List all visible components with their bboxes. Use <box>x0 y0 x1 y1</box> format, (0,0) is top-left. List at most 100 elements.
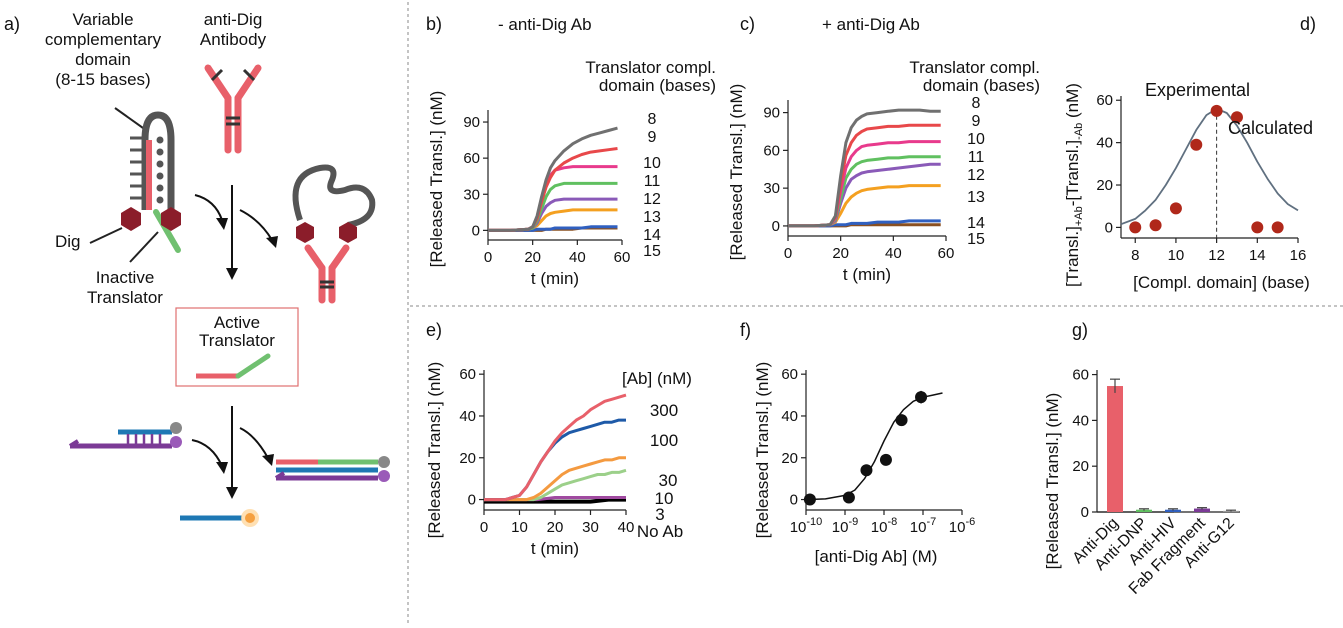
legend-label-9: 9 <box>648 129 657 146</box>
tick-exponent: -6 <box>965 516 975 528</box>
panel-a-letter: a) <box>4 14 20 34</box>
legend-title: domain (bases) <box>599 76 716 95</box>
panel-f-letter: f) <box>740 320 751 340</box>
panel-e-chart: e) 0 20 40 60 0 10 20 30 40 t (min) [Released Trans… <box>425 320 692 558</box>
legend-label-13: 13 <box>643 209 661 226</box>
legend-label-11: 11 <box>968 149 985 166</box>
x-tick-label: 0 <box>484 249 492 266</box>
y-tick-label: 90 <box>463 114 480 131</box>
x-tick-label: 10-10 <box>790 516 823 536</box>
x-axis-label: [anti-Dig Ab] (M) <box>815 547 938 566</box>
tick-base: 10 <box>949 519 966 536</box>
legend-label-10: 10 <box>643 155 661 172</box>
legend-label-10: 10 <box>655 489 674 508</box>
series-line-No Ab <box>484 497 626 504</box>
legend-label-15: 15 <box>967 231 985 248</box>
legend-label-8: 8 <box>972 95 981 112</box>
inactive-label-line2: Translator <box>87 288 163 307</box>
y-tick-label: 90 <box>763 105 780 122</box>
variable-label-line4: (8-15 bases) <box>55 70 150 89</box>
data-point <box>895 414 908 427</box>
series-line-14 <box>788 219 941 228</box>
experimental-point <box>1251 221 1264 234</box>
legend-title: domain (bases) <box>923 76 1040 95</box>
experimental-point <box>1271 221 1284 234</box>
x-axis-label: t (min) <box>843 265 891 284</box>
x-axis-label: [Compl. domain] (base) <box>1133 273 1310 292</box>
active-label-line2: Translator <box>199 331 275 350</box>
x-tick-label: 20 <box>524 249 541 266</box>
y-tick-label: 0 <box>468 492 476 509</box>
y-tick-label: 20 <box>1096 177 1113 194</box>
y-axis-label: [Released Transl.] (nM) <box>753 362 772 539</box>
legend-title: [Ab] (nM) <box>622 369 692 388</box>
legend-title: Translator compl. <box>909 58 1040 77</box>
legend-label-9: 9 <box>972 113 981 130</box>
y-axis-label-part: +Ab <box>1073 206 1085 226</box>
y-tick-label: 40 <box>459 408 476 425</box>
active-label-line1: Active <box>214 313 260 332</box>
dig-label: Dig <box>55 232 81 251</box>
legend-label-300: 300 <box>650 401 678 420</box>
x-tick-label: 10 <box>511 519 528 536</box>
x-tick-label: 40 <box>569 249 586 266</box>
series-line-10 <box>788 140 941 228</box>
x-tick-label: 10-9 <box>832 516 858 536</box>
x-tick-label: 30 <box>582 519 599 536</box>
y-axis-label-part: -Ab <box>1073 123 1085 140</box>
antibody-label-line1: anti-Dig <box>204 10 263 29</box>
y-axis-label-part: [Transl.] <box>1063 226 1082 287</box>
panel-d-letter: d) <box>1300 14 1316 34</box>
y-tick-label: 30 <box>763 180 780 197</box>
legend-label-8: 8 <box>648 111 657 128</box>
legend-label-13: 13 <box>967 189 985 206</box>
y-tick-label: 40 <box>1096 135 1113 152</box>
variable-label-line2: complementary <box>45 30 162 49</box>
experimental-point <box>1169 202 1182 215</box>
y-tick-label: 60 <box>1096 92 1113 109</box>
y-axis-label: [Released Transl.] (nM) <box>425 362 444 539</box>
y-axis-label: [Released Transl.] (nM) <box>727 84 746 261</box>
x-tick-label: 14 <box>1249 247 1266 264</box>
y-tick-label: 20 <box>459 450 476 467</box>
legend-title: Translator compl. <box>585 58 716 77</box>
legend-label-15: 15 <box>643 243 661 260</box>
legend-label-100: 100 <box>650 431 678 450</box>
tick-exponent: -8 <box>887 516 897 528</box>
antibody-label-line2: Antibody <box>200 30 267 49</box>
y-tick-label: 20 <box>781 450 798 467</box>
panel-c-chart: c) + anti-Dig Ab Translator compl.domain (… <box>727 14 1040 284</box>
y-tick-label: 0 <box>1105 219 1113 236</box>
legend-label-3: 3 <box>655 505 664 524</box>
y-tick-label: 20 <box>1072 458 1089 475</box>
tick-base: 10 <box>910 519 927 536</box>
dig-hexagon-right <box>161 207 181 231</box>
data-point <box>842 491 855 504</box>
y-tick-label: 40 <box>1072 412 1089 429</box>
x-tick-label: 16 <box>1290 247 1307 264</box>
data-point <box>915 391 928 404</box>
x-axis-label: t (min) <box>531 269 579 288</box>
x-tick-label: 10 <box>1168 247 1185 264</box>
legend-label-14: 14 <box>967 215 985 232</box>
panel-d-chart: d) 0 20 40 60 8 10 12 14 16 Experimental Calculated… <box>1063 14 1316 292</box>
y-tick-label: 60 <box>781 366 798 383</box>
bar-Anti-DNP <box>1136 509 1152 512</box>
series-line-30 <box>484 456 626 502</box>
y-tick-label: 60 <box>463 150 480 167</box>
series-line-8 <box>488 126 618 232</box>
panel-b-chart: b) - anti-Dig Ab Translator compl.domain (… <box>426 14 716 288</box>
legend-calculated: Calculated <box>1228 118 1313 138</box>
y-tick-label: 60 <box>763 142 780 159</box>
tick-base: 10 <box>790 519 807 536</box>
y-tick-label: 60 <box>459 366 476 383</box>
legend-label-14: 14 <box>643 227 661 244</box>
series-line-14 <box>488 225 618 232</box>
experimental-point <box>1230 111 1243 124</box>
x-tick-label: 60 <box>938 245 955 262</box>
y-axis-label: [Released Transl.] (nM) <box>1043 393 1062 570</box>
bar-Fab Fragment <box>1194 508 1210 512</box>
